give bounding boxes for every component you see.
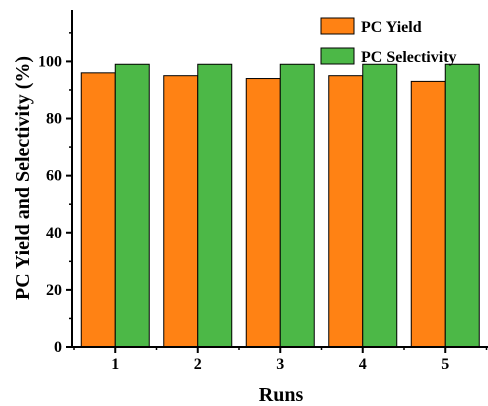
y-tick-label: 80: [46, 111, 62, 128]
ticks-layer: 0 20 40 60 80 100 1 2 3 4 5: [38, 32, 488, 373]
legend: PC Yield PC Selectivity: [320, 17, 457, 66]
bar-pc-selectivity-run-2: [197, 63, 233, 348]
y-tick-label: 60: [46, 168, 62, 185]
x-tick-label: 4: [359, 356, 367, 373]
bar-pc-yield-run-1: [80, 72, 116, 348]
x-tick-label: 3: [276, 356, 284, 373]
legend-label: PC Yield: [361, 19, 422, 36]
bars-layer: [80, 63, 480, 348]
x-tick-label: 5: [441, 356, 449, 373]
legend-swatch: [320, 47, 355, 65]
legend-label: PC Selectivity: [361, 49, 457, 66]
y-tick-label: 100: [38, 53, 62, 70]
y-tick-label: 40: [46, 225, 62, 242]
x-tick-label: 1: [111, 356, 119, 373]
bar-pc-selectivity-run-1: [114, 63, 150, 348]
bar-pc-yield-run-4: [328, 75, 364, 348]
x-tick-label: 2: [194, 356, 202, 373]
legend-swatch: [320, 17, 355, 35]
bar-pc-selectivity-run-4: [362, 63, 398, 348]
y-axis-title: PC Yield and Selectivity (%): [12, 56, 34, 300]
y-tick-label: 20: [46, 282, 62, 299]
x-axis-title: Runs: [259, 384, 304, 406]
bar-pc-selectivity-run-3: [279, 63, 315, 348]
bar-pc-selectivity-run-5: [444, 63, 480, 348]
y-tick-label: 0: [54, 339, 62, 356]
bar-pc-yield-run-2: [163, 75, 199, 348]
bar-pc-yield-run-5: [410, 80, 446, 348]
bar-pc-yield-run-3: [245, 78, 281, 348]
